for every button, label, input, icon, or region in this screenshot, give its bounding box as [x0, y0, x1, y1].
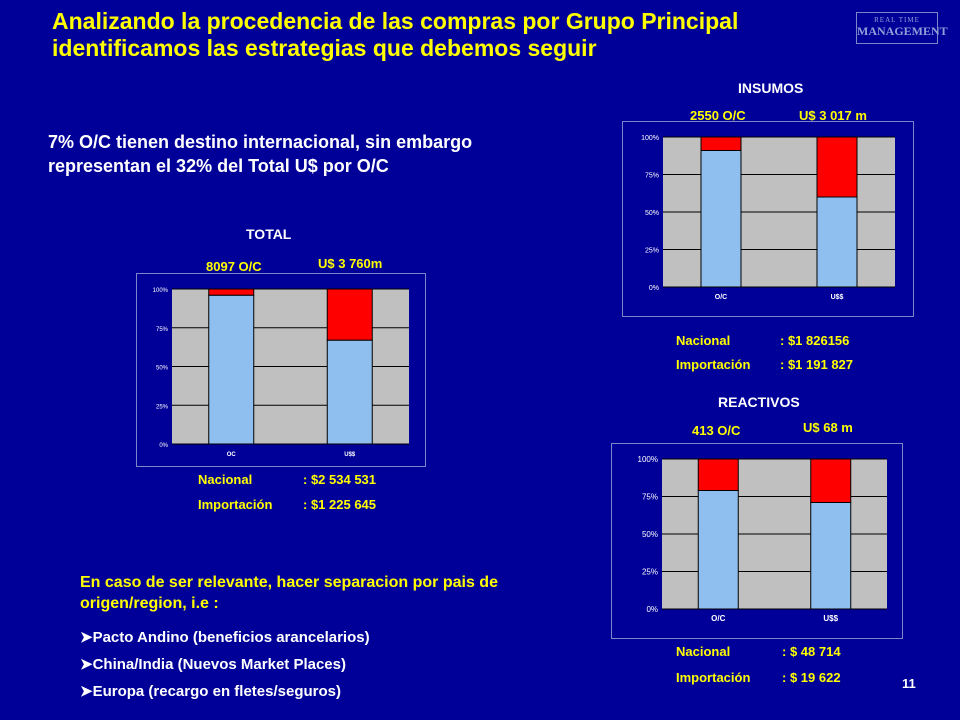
reactivos-usd-label: U$ 68 m	[803, 420, 853, 435]
bullet-item: ➤China/India (Nuevos Market Places)	[80, 655, 346, 673]
insumos-importacion-value: : $1 191 827	[780, 357, 854, 372]
total-nacional-label: Nacional	[198, 472, 253, 487]
total-nacional-value: : $2 534 531	[303, 472, 377, 487]
bar-nacional	[208, 294, 255, 445]
insumos-usd-label: U$ 3 017 m	[799, 108, 867, 123]
y-tick-label: 75%	[156, 327, 169, 333]
slide-title: Analizando la procedencia de las compras…	[52, 8, 739, 61]
bar-importacion	[816, 136, 858, 198]
y-tick-label: 50%	[645, 210, 659, 217]
insumos-nacional-value: : $1 826156	[780, 333, 850, 348]
x-category-label: U$$	[823, 614, 838, 623]
y-tick-label: 0%	[646, 605, 658, 614]
y-tick-label: 75%	[645, 173, 659, 180]
bar-importacion	[697, 458, 739, 491]
reactivos-chart: 0% 25% 50% 75% 100% O/C U$$	[611, 443, 903, 639]
y-tick-label: 75%	[642, 493, 658, 502]
company-logo: REAL TIME MANAGEMENT	[856, 12, 948, 44]
bullet-text: Europa (recargo en fletes/seguros)	[92, 683, 341, 700]
y-tick-label: 50%	[156, 366, 169, 372]
insumos-importacion-label: Importación	[676, 357, 751, 372]
x-category-label: U$$	[831, 294, 844, 301]
total-chart: 0% 25% 50% 75% 100% OC U$$	[136, 273, 426, 467]
total-oc-label: 8097 O/C	[206, 259, 262, 274]
bar-nacional	[697, 490, 739, 610]
region-note: En caso de ser relevante, hacer separaci…	[80, 574, 498, 612]
total-usd-label: U$ 3 760m	[318, 256, 383, 271]
x-category-label: U$$	[344, 452, 356, 458]
logo-line-1: REAL TIME	[874, 16, 920, 24]
bar-importacion	[700, 136, 742, 151]
y-tick-label: 25%	[645, 248, 659, 255]
x-category-label: O/C	[711, 614, 725, 623]
intro-text: 7% O/C tienen destino internacional, sin…	[48, 132, 473, 176]
bar-importacion	[208, 288, 255, 296]
bar-nacional	[326, 339, 373, 445]
insumos-oc-label: 2550 O/C	[690, 108, 746, 123]
reactivos-importacion-value: : $ 19 622	[782, 670, 841, 685]
bar-nacional	[700, 150, 742, 288]
y-tick-label: 0%	[159, 443, 168, 449]
x-category-label: O/C	[715, 294, 727, 301]
y-tick-label: 100%	[641, 135, 659, 142]
bar-importacion	[326, 288, 373, 341]
bullet-item: ➤Europa (recargo en fletes/seguros)	[80, 682, 341, 700]
bullet-text: Pacto Andino (beneficios arancelarios)	[92, 629, 370, 646]
bar-importacion	[810, 458, 852, 503]
bullet-text: China/India (Nuevos Market Places)	[92, 656, 346, 673]
arrow-bullet-icon: ➤	[80, 629, 93, 646]
insumos-chart: 0% 25% 50% 75% 100% O/C U$$	[622, 121, 914, 317]
insumos-chart-svg: 0% 25% 50% 75% 100% O/C U$$	[641, 135, 895, 301]
page-number: 11	[902, 676, 916, 691]
y-tick-label: 100%	[153, 288, 169, 294]
reactivos-title: REACTIVOS	[718, 394, 800, 410]
x-category-label: OC	[227, 452, 237, 458]
y-tick-label: 0%	[649, 285, 659, 292]
insumos-nacional-label: Nacional	[676, 333, 731, 348]
y-tick-label: 25%	[156, 404, 169, 410]
arrow-bullet-icon: ➤	[80, 683, 93, 700]
insumos-title: INSUMOS	[738, 80, 804, 96]
total-importacion-value: : $1 225 645	[303, 497, 377, 512]
reactivos-importacion-label: Importación	[676, 670, 751, 685]
reactivos-nacional-value: : $ 48 714	[782, 644, 841, 659]
reactivos-nacional-label: Nacional	[676, 644, 731, 659]
total-title: TOTAL	[246, 226, 292, 242]
total-chart-svg: 0% 25% 50% 75% 100% OC U$$	[153, 288, 409, 458]
total-importacion-label: Importación	[198, 497, 273, 512]
bar-nacional	[816, 196, 858, 288]
bar-nacional	[810, 502, 852, 610]
y-tick-label: 25%	[642, 568, 658, 577]
y-tick-label: 100%	[638, 455, 658, 464]
reactivos-oc-label: 413 O/C	[692, 423, 741, 438]
bullet-item: ➤Pacto Andino (beneficios arancelarios)	[80, 628, 370, 646]
logo-line-2: MANAGEMENT	[857, 24, 948, 38]
arrow-bullet-icon: ➤	[80, 656, 93, 673]
y-tick-label: 50%	[642, 530, 658, 539]
reactivos-chart-svg: 0% 25% 50% 75% 100% O/C U$$	[638, 455, 887, 623]
